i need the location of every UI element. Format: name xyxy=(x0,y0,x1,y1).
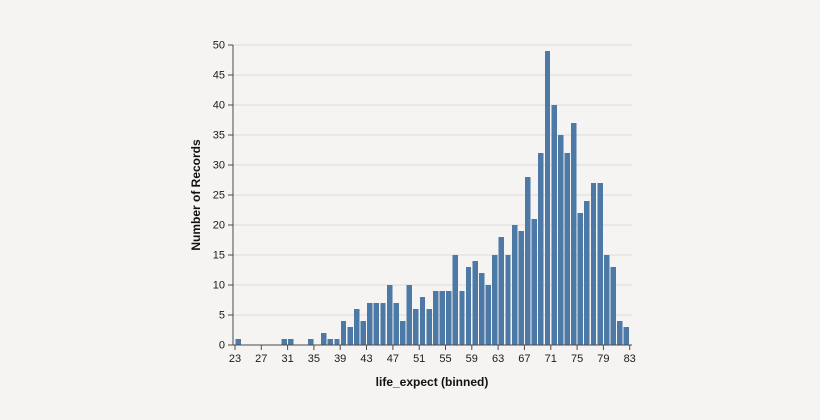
histogram-bar xyxy=(340,321,347,345)
x-tick-label: 79 xyxy=(597,353,609,365)
x-tick-label: 59 xyxy=(466,353,478,365)
histogram-bar xyxy=(281,339,287,345)
histogram-bar xyxy=(439,291,445,345)
histogram-bar xyxy=(505,255,511,345)
histogram-bar xyxy=(334,339,340,345)
histogram-bar xyxy=(413,309,419,345)
histogram-bar xyxy=(452,255,459,345)
histogram-bar xyxy=(307,339,314,345)
histogram-bar xyxy=(373,303,380,345)
histogram-bar xyxy=(617,321,623,345)
histogram-bar xyxy=(498,237,505,345)
histogram-bar xyxy=(406,285,412,345)
histogram-bar xyxy=(623,327,630,345)
histogram-bar xyxy=(531,219,537,345)
histogram-bar xyxy=(544,51,551,345)
histogram-bar xyxy=(479,273,485,345)
histogram-bar xyxy=(426,309,432,345)
histogram-bar xyxy=(354,309,360,345)
histogram-bar xyxy=(597,183,603,345)
histogram-bar xyxy=(380,303,386,345)
histogram-bar xyxy=(518,231,524,345)
histogram-bar xyxy=(393,303,399,345)
y-tick-label: 25 xyxy=(213,190,225,202)
histogram-bar xyxy=(511,225,518,345)
x-tick-label: 75 xyxy=(571,353,583,365)
histogram-bar xyxy=(472,261,478,345)
histogram-bar xyxy=(564,153,570,345)
x-tick-label: 51 xyxy=(413,353,425,365)
y-tick-label: 20 xyxy=(213,220,225,232)
histogram-bar xyxy=(419,297,426,345)
x-tick-label: 63 xyxy=(492,353,504,365)
histogram-bar xyxy=(604,255,610,345)
y-tick-label: 35 xyxy=(213,130,225,142)
histogram-bar xyxy=(347,327,353,345)
histogram-bar xyxy=(610,267,616,345)
x-tick-label: 71 xyxy=(545,353,557,365)
y-tick-label: 0 xyxy=(219,340,225,352)
histogram-bar xyxy=(571,123,577,345)
y-tick-label: 5 xyxy=(219,310,225,322)
y-tick-label: 50 xyxy=(213,40,225,52)
x-tick-label: 27 xyxy=(255,353,267,365)
x-tick-label: 55 xyxy=(439,353,451,365)
x-tick-label: 35 xyxy=(308,353,320,365)
histogram-bar xyxy=(360,321,366,345)
histogram-bar xyxy=(288,339,294,345)
histogram-bar xyxy=(386,285,393,345)
histogram-bar xyxy=(492,255,498,345)
x-tick-label: 23 xyxy=(229,353,241,365)
histogram-bar xyxy=(538,153,544,345)
x-tick-label: 83 xyxy=(624,353,636,365)
histogram-bar xyxy=(584,201,590,345)
y-tick-label: 30 xyxy=(213,160,225,172)
y-tick-label: 15 xyxy=(213,250,225,262)
y-tick-label: 10 xyxy=(213,280,225,292)
y-tick-label: 40 xyxy=(213,100,225,112)
x-tick-label: 43 xyxy=(360,353,372,365)
y-tick-label: 45 xyxy=(213,70,225,82)
x-tick-label: 31 xyxy=(281,353,293,365)
histogram-bar xyxy=(465,267,472,345)
histogram-bar xyxy=(327,339,334,345)
histogram-bar xyxy=(485,285,491,345)
histogram-bar xyxy=(235,339,241,345)
histogram-bar xyxy=(459,291,465,345)
histogram-bar xyxy=(446,291,452,345)
x-tick-label: 39 xyxy=(334,353,346,365)
histogram-bar xyxy=(400,321,406,345)
histogram-bar xyxy=(432,291,439,345)
x-tick-label: 67 xyxy=(518,353,530,365)
histogram-bar xyxy=(321,333,327,345)
histogram-bar xyxy=(525,177,531,345)
histogram-bar xyxy=(367,303,373,345)
x-tick-label: 47 xyxy=(387,353,399,365)
y-axis-title: Number of Records xyxy=(189,139,203,251)
histogram-bar xyxy=(590,183,597,345)
x-axis-title: life_expect (binned) xyxy=(375,375,489,389)
histogram-bar xyxy=(551,105,557,345)
histogram-bar xyxy=(577,213,584,345)
histogram-bar xyxy=(557,135,564,345)
